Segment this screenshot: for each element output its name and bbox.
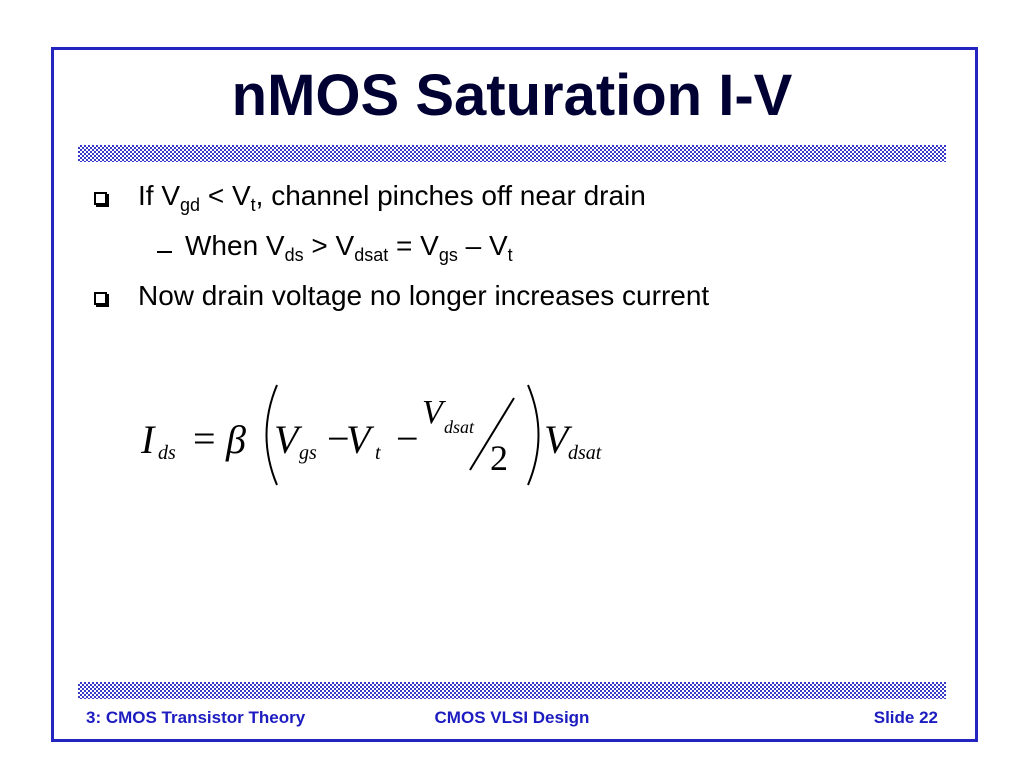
- eq-number: 2: [490, 438, 508, 478]
- eq-subscript: gs: [299, 442, 317, 464]
- text-run: , channel pinches off near drain: [255, 180, 646, 211]
- bullet-text: When Vds > Vdsat = Vgs – Vt: [185, 230, 513, 265]
- eq-subscript: t: [375, 442, 381, 464]
- eq-symbol: V: [274, 417, 299, 462]
- bullet-text: If Vgd < Vt, channel pinches off near dr…: [138, 180, 646, 215]
- subscript: t: [507, 245, 513, 265]
- eq-symbol: V: [544, 417, 569, 462]
- text-run: Now drain voltage no longer increases cu…: [138, 280, 710, 311]
- pattern-bar: [78, 682, 946, 699]
- eq-subscript: dsat: [444, 417, 475, 437]
- text-run: – V: [457, 230, 508, 261]
- subscript: gs: [438, 245, 458, 265]
- left-paren: [265, 384, 278, 486]
- eq-symbol: V: [422, 394, 443, 431]
- checkbox-bullet: [94, 192, 107, 205]
- eq-symbol: β: [226, 417, 246, 462]
- fraction-slash: [469, 397, 515, 471]
- subscript: ds: [284, 245, 304, 265]
- eq-operator: −: [396, 416, 419, 461]
- slide-title: nMOS Saturation I-V: [231, 63, 793, 128]
- bullet-text: Now drain voltage no longer increases cu…: [138, 280, 709, 312]
- text-run: When V: [185, 230, 285, 261]
- eq-symbol: I: [141, 417, 155, 462]
- text-run: > V: [303, 230, 355, 261]
- subscript: dsat: [354, 245, 389, 265]
- footer-left: 3: CMOS Transistor Theory: [86, 708, 306, 727]
- subscript: t: [250, 195, 256, 215]
- footer-center: CMOS VLSI Design: [434, 708, 590, 727]
- text-run: < V: [200, 180, 251, 211]
- right-paren: [527, 384, 540, 486]
- pattern-bar: [78, 145, 946, 162]
- eq-subscript: dsat: [568, 442, 602, 464]
- slide-frame: [51, 47, 978, 742]
- eq-operator: −: [327, 416, 350, 461]
- text-run: = V: [388, 230, 439, 261]
- dash-bullet: [157, 251, 172, 253]
- text-run: If V: [138, 180, 181, 211]
- checkbox-bullet: [94, 292, 107, 305]
- eq-symbol: V: [346, 417, 371, 462]
- eq-operator: =: [193, 416, 216, 461]
- subscript: gd: [180, 195, 201, 215]
- eq-subscript: ds: [158, 442, 176, 464]
- footer-right: Slide 22: [873, 708, 938, 727]
